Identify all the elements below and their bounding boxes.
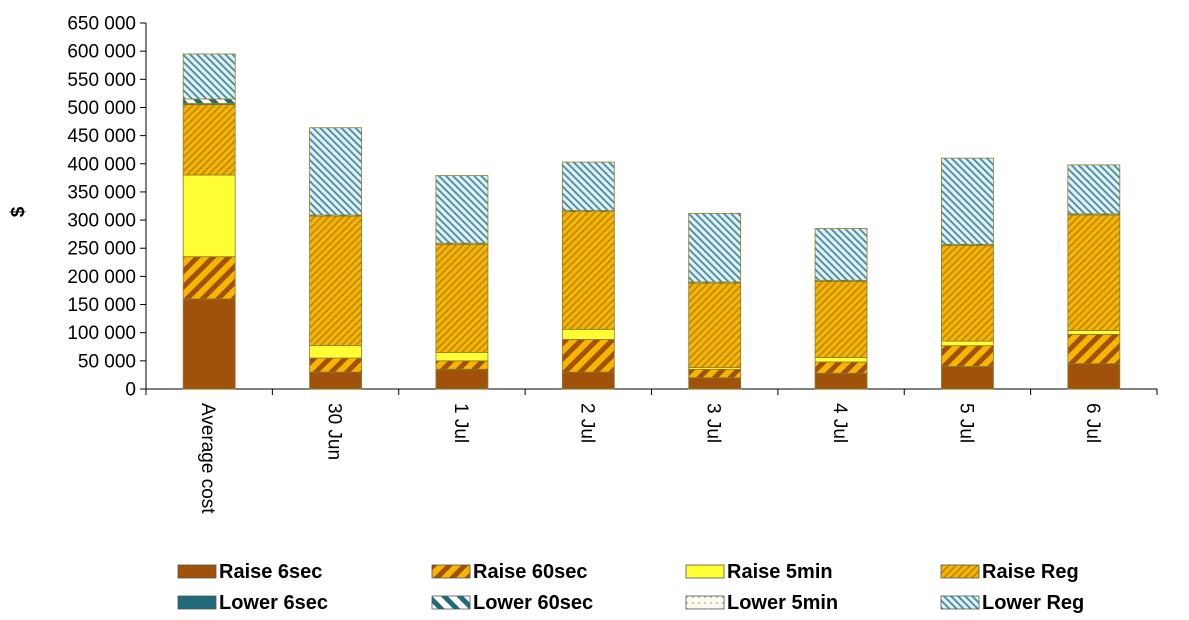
bar-6-jul-raise-60sec [1067,333,1121,365]
bars [182,53,1121,390]
bar-30-jun-raise-6sec [309,371,362,390]
y-tick-label: 550 000 [67,70,136,91]
y-tick-label: 300 000 [67,211,136,232]
legend-swatch-raise-reg [940,564,980,579]
legend-swatch-raise-60sec [431,564,471,579]
bar-2-jul-raise-60sec [561,339,615,373]
legend-label-lower-60sec: Lower 60sec [473,592,593,614]
x-tick-label-30-jun: 30 Jun [324,403,345,460]
y-tick-label: 600 000 [67,42,136,63]
legend-label-lower-6sec: Lower 6sec [219,592,328,614]
x-tick-label-5-jul: 5 Jul [955,403,976,443]
legend-swatch-lower-reg [940,595,980,610]
bar-average-cost-raise-6sec [182,298,236,390]
y-tick-label: 500 000 [67,98,136,119]
bar-5-jul-lower-reg [941,157,994,245]
bar-average-cost-lower-reg [182,53,236,100]
bar-30-jun-raise-5min [309,345,362,359]
bar-3-jul-lower-reg [688,212,742,283]
axes [140,22,1158,395]
y-tick-label: 200 000 [67,267,136,288]
bar-4-jul-raise-60sec [814,361,868,374]
bar-1-jul-lower-reg [435,175,489,244]
y-axis-label: $ [8,206,29,217]
y-tick-label: 400 000 [67,154,136,175]
bar-1-jul-raise-5min [435,351,489,362]
x-tick-label-2-jul: 2 Jul [576,403,597,443]
legend-label-raise-5min: Raise 5min [727,561,833,583]
legend-swatch-raise-5min [685,564,725,579]
bar-3-jul-raise-6sec [688,377,742,390]
bar-4-jul-raise-reg [814,281,868,358]
x-tick-label-3-jul: 3 Jul [703,403,724,443]
bar-3-jul-raise-60sec [688,368,742,379]
y-tick-label: 50 000 [78,351,136,372]
y-tick-label: 100 000 [67,323,136,344]
legend-label-raise-reg: Raise Reg [982,561,1079,583]
bar-average-cost-lower-60sec [182,98,236,104]
bar-30-jun-lower-reg [309,127,362,216]
bar-2-jul-raise-5min [561,328,615,340]
legend-swatch-lower-60sec [431,595,471,610]
bar-1-jul-raise-6sec [435,368,489,390]
bar-4-jul-raise-5min [814,357,868,363]
bar-3-jul-raise-reg [688,282,742,369]
bar-2-jul-lower-reg [561,161,615,211]
bar-4-jul-lower-reg [814,228,868,281]
legend-swatch-raise-6sec [177,564,217,579]
bar-1-jul-raise-reg [435,243,489,353]
bar-average-cost-raise-reg [182,104,236,176]
bar-5-jul-raise-5min [941,340,994,347]
bar-5-jul-raise-60sec [941,345,994,367]
bar-6-jul-raise-reg [1067,214,1121,331]
bar-2-jul-raise-6sec [561,371,615,390]
x-tick-label-4-jul: 4 Jul [829,403,850,443]
bar-1-jul-raise-60sec [435,360,489,370]
y-tick-label: 450 000 [67,126,136,147]
x-tick-label-6-jul: 6 Jul [1082,403,1103,443]
bar-30-jun-raise-reg [309,215,362,347]
bar-6-jul-raise-5min [1067,330,1121,335]
bar-2-jul-raise-reg [561,211,615,330]
legend-label-raise-6sec: Raise 6sec [219,561,322,583]
x-tick-label-average-cost: Average cost [197,403,218,514]
bar-30-jun-raise-60sec [309,357,362,373]
y-tick-label: 0 [125,380,136,401]
bar-6-jul-raise-6sec [1067,363,1121,390]
legend-swatch-lower-6sec [177,595,217,610]
bar-average-cost-raise-5min [182,174,236,258]
bar-5-jul-raise-reg [941,245,994,342]
bar-average-cost-raise-60sec [182,256,236,300]
legend-label-lower-5min: Lower 5min [727,592,838,614]
x-tick-label-1-jul: 1 Jul [450,403,471,443]
legend-label-lower-reg: Lower Reg [982,592,1084,614]
legend: Raise 6sec Raise 60sec Raise 5min Raise Reg… [177,561,1084,614]
legend-swatch-lower-5min [685,595,725,610]
legend-label-raise-60sec: Raise 60sec [473,561,588,583]
tick-labels: 0 50 000 100 000 150 000 200 000 250 000 300 0… [67,14,1103,515]
bar-6-jul-lower-reg [1067,164,1121,215]
y-tick-label: 150 000 [67,295,136,316]
bar-4-jul-raise-6sec [814,372,868,390]
bar-5-jul-raise-6sec [941,366,994,390]
y-tick-label: 250 000 [67,239,136,260]
y-tick-label: 350 000 [67,182,136,203]
y-tick-label: 650 000 [67,14,136,35]
